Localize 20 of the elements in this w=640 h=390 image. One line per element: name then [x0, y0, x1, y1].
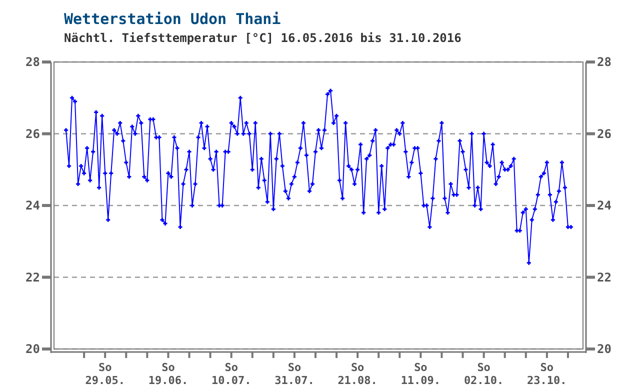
x-tick-label: So 21.08.	[338, 361, 378, 387]
x-tick-label: So 29.05.	[85, 361, 125, 387]
x-tick-label: So 31.07.	[274, 361, 314, 387]
y2-tick-label: 28	[597, 55, 612, 70]
x-tick-label: So 10.07.	[211, 361, 252, 387]
y2-tick-label: 24	[597, 198, 612, 213]
chart-title: Wetterstation Udon Thani	[64, 10, 281, 28]
y2-tick-label: 22	[597, 270, 612, 284]
x-tick-label: So 11.09.	[400, 361, 441, 387]
x-tick-label: So 23.10.	[527, 361, 567, 387]
y2-tick-label: 20	[597, 342, 612, 356]
x-tick-label: So 02.10.	[464, 361, 504, 387]
x-tick-label: So 19.06.	[148, 361, 188, 387]
y-tick-label: 20	[26, 342, 40, 356]
y-tick-label: 28	[26, 55, 40, 70]
y2-tick-label: 26	[597, 126, 612, 141]
y-tick-label: 22	[26, 270, 40, 284]
y-tick-label: 24	[26, 198, 40, 213]
chart-subtitle: Nächtl. Tiefsttemperatur [°C] 16.05.2016 bis 31.10.2016	[64, 31, 462, 45]
y-tick-label: 26	[26, 126, 40, 141]
